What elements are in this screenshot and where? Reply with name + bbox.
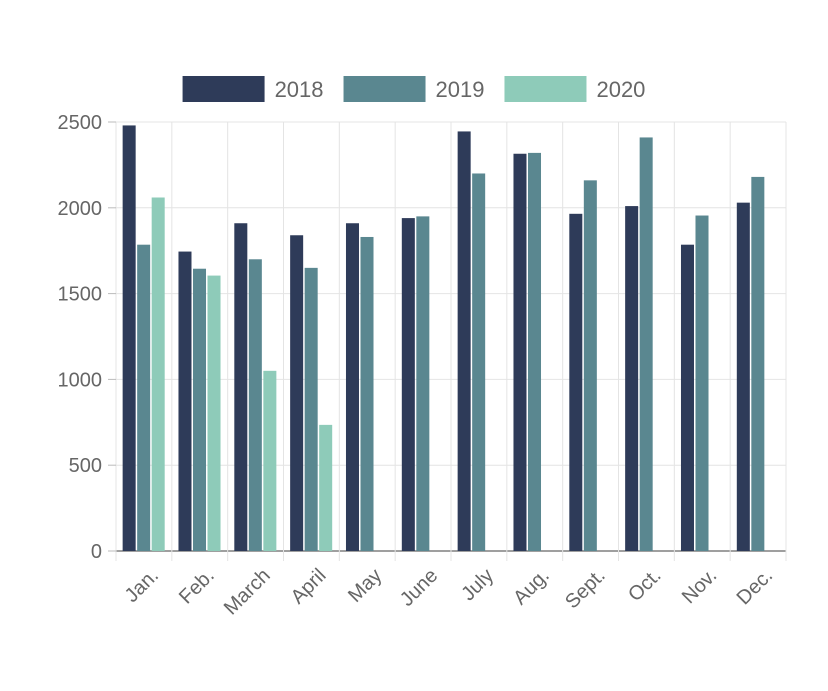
legend-swatch-2018 <box>182 76 265 102</box>
y-tick-label: 0 <box>91 541 102 563</box>
bar-2018-jan <box>122 125 136 551</box>
x-tick-label: Oct. <box>624 565 665 606</box>
y-tick-label: 2500 <box>58 112 103 134</box>
legend-swatch-2019 <box>343 76 426 102</box>
legend-label-2020: 2020 <box>596 77 645 102</box>
bar-2018-july <box>457 131 471 552</box>
bar-2018-oct <box>625 206 639 552</box>
x-tick-label: Nov. <box>678 565 722 609</box>
bar-2018-dec <box>736 202 750 552</box>
x-tick-label: Aug. <box>509 565 554 610</box>
bar-2019-march <box>248 259 262 551</box>
y-tick-label: 1000 <box>58 369 103 391</box>
legend-label-2018: 2018 <box>275 77 324 102</box>
x-tick-label: March <box>220 565 275 620</box>
x-tick-label: July <box>457 565 498 606</box>
bar-2019-sept <box>583 180 597 551</box>
bar-2018-feb <box>178 251 192 552</box>
legend-label-2019: 2019 <box>436 77 485 102</box>
x-tick-label: Sept. <box>561 565 610 614</box>
bar-2019-april <box>304 267 318 551</box>
grid <box>115 121 787 561</box>
x-tick-label: Jan. <box>121 565 163 607</box>
bar-2019-oct <box>639 137 653 551</box>
bar-2019-dec <box>751 176 765 552</box>
bar-2019-july <box>472 173 486 552</box>
x-axis: Jan. Feb. March April May June July Aug. Sept. Oc… <box>121 565 777 620</box>
bar-2018-aug <box>513 153 527 551</box>
bar-2019-nov <box>695 215 709 551</box>
bar-2020-feb <box>207 275 221 551</box>
y-tick-label: 2000 <box>58 198 103 220</box>
bar-2018-june <box>401 218 415 551</box>
bar-2018-march <box>234 223 248 551</box>
bar-2019-feb <box>192 268 207 551</box>
bar-2019-may <box>360 236 374 552</box>
bar-2018-nov <box>680 244 694 551</box>
bar-2019-aug <box>527 152 542 551</box>
bar-2020-april <box>319 424 333 551</box>
bar-2018-sept <box>569 213 583 551</box>
x-tick-label: June <box>396 565 442 611</box>
legend: 2018 2019 2020 <box>182 76 645 102</box>
x-tick-label: Dec. <box>733 565 778 610</box>
y-tick-label: 500 <box>69 455 102 477</box>
bar-2020-jan <box>151 197 165 551</box>
y-axis: 0 500 1000 1500 2000 2500 <box>58 112 116 563</box>
bar-2019-june <box>416 216 430 551</box>
x-tick-label: May <box>344 565 386 607</box>
x-tick-label: April <box>287 565 331 609</box>
y-tick-label: 1500 <box>58 284 103 306</box>
bar-2018-may <box>345 223 359 551</box>
bar-2020-march <box>263 370 277 551</box>
legend-swatch-2020 <box>504 76 587 102</box>
bars <box>122 125 765 552</box>
bar-2019-jan <box>137 244 151 551</box>
bar-2018-april <box>290 235 304 552</box>
x-tick-label: Feb. <box>175 565 219 609</box>
